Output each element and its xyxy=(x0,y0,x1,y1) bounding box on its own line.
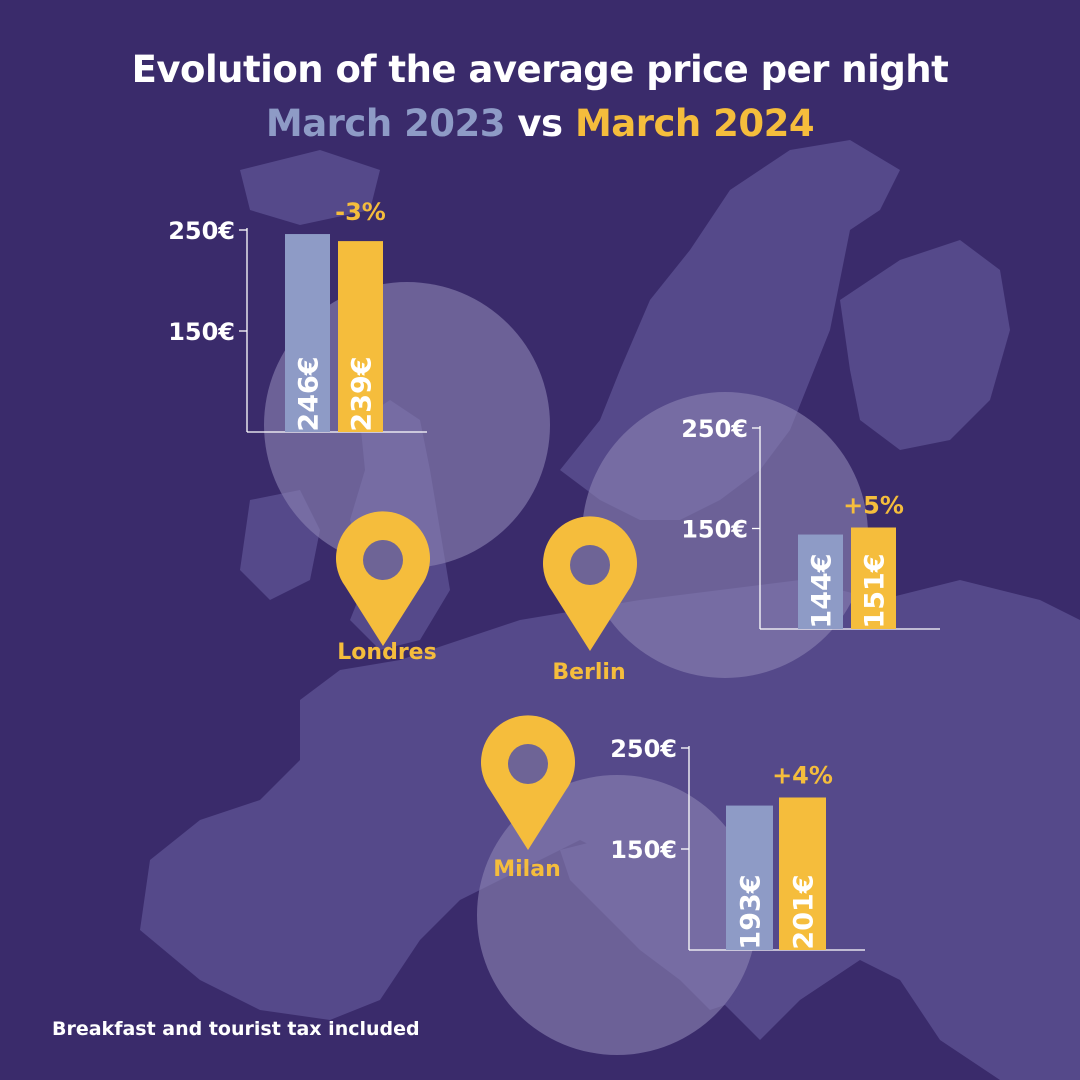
londres-bar-label-2023: 246€ xyxy=(294,356,325,431)
subtitle-march-2023: March 2023 xyxy=(265,102,506,145)
milan-bar-2023 xyxy=(726,805,773,950)
milan-pin-icon xyxy=(480,715,575,850)
milan-circle xyxy=(477,775,757,1055)
berlin-bar-2024 xyxy=(851,527,896,629)
milan-chart: 150€ 250€ 193€ 201€ +4% xyxy=(610,735,865,951)
charts: 150€250€246€ 239€-3%150€250€144€ 151€+5%15… xyxy=(168,198,940,951)
londres-bar-2024 xyxy=(338,241,383,432)
berlin-tick-label-250: 250€ xyxy=(681,415,748,443)
londres-pin-hole xyxy=(363,540,403,580)
milan-tick-label-250: 250€ xyxy=(610,735,677,763)
berlin-bar-label-2023: 144€ xyxy=(807,553,838,628)
milan-bar-label-2023: 193€ xyxy=(736,874,767,949)
iceland-shape xyxy=(240,150,380,225)
berlin-city-label: Berlin xyxy=(552,660,625,685)
londres-change-label: -3% xyxy=(335,198,386,226)
milan-city-label: Milan xyxy=(493,857,560,882)
berlin-chart: 150€ 250€ 144€ 151€ +5% xyxy=(681,415,940,630)
berlin-change-label: +5% xyxy=(843,491,904,519)
subtitle-vs: vs xyxy=(505,102,575,145)
page-subtitle: March 2023 vs March 2024 xyxy=(0,102,1080,145)
berlin-tick-label-150: 150€ xyxy=(681,516,748,544)
milan-bar-label-2024: 201€ xyxy=(789,874,820,949)
page-title: Evolution of the average price per night xyxy=(131,48,949,91)
milan-tick-label-150: 150€ xyxy=(610,836,677,864)
subtitle-march-2024: March 2024 xyxy=(574,102,815,145)
berlin-bar-2023 xyxy=(798,534,843,629)
londres-city-label: Londres xyxy=(337,640,436,665)
milan-change-label: +4% xyxy=(772,761,833,789)
finland-shape xyxy=(840,240,1010,450)
londres-circle xyxy=(264,282,550,568)
londres-bar-2023 xyxy=(285,234,330,432)
europe-map-background xyxy=(140,140,1080,1080)
londres-tick-label-150: 150€ xyxy=(168,318,235,346)
milan-bar-2024 xyxy=(779,797,826,950)
berlin-bar-label-2024: 151€ xyxy=(860,553,891,628)
berlin-circle xyxy=(582,392,868,678)
londres-chart: 150€ 250€ 246€ 239€ -3% xyxy=(168,198,427,433)
footer-note: Breakfast and tourist tax included xyxy=(52,1018,420,1040)
londres-tick-label-250: 250€ xyxy=(168,217,235,245)
londres-pin-icon xyxy=(335,511,430,646)
londres-bar-label-2024: 239€ xyxy=(347,356,378,431)
berlin-pin-hole xyxy=(570,545,610,585)
berlin-pin-icon xyxy=(543,516,637,651)
city-pins: Londres Berlin Milan xyxy=(335,511,637,882)
milan-pin-hole xyxy=(508,744,548,784)
